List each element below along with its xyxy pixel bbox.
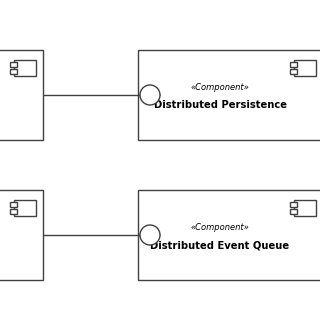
Bar [138, 190, 320, 280]
Bar [10, 203, 17, 207]
Bar [13, 200, 36, 216]
Bar [0, 190, 43, 280]
Circle shape [140, 225, 160, 245]
Bar [10, 209, 17, 213]
Bar [138, 50, 320, 140]
Bar [0, 50, 43, 140]
Bar [290, 209, 297, 213]
Bar [290, 68, 297, 74]
Text: «Component»: «Component» [191, 222, 249, 231]
Bar [293, 60, 316, 76]
Bar [10, 68, 17, 74]
Bar [290, 62, 297, 68]
Bar [293, 200, 316, 216]
Circle shape [140, 85, 160, 105]
Text: Distributed Event Queue: Distributed Event Queue [150, 240, 290, 250]
Bar [13, 60, 36, 76]
Text: «Component»: «Component» [191, 83, 249, 92]
Bar [290, 203, 297, 207]
Text: Distributed Persistence: Distributed Persistence [154, 100, 286, 110]
Bar [10, 62, 17, 68]
